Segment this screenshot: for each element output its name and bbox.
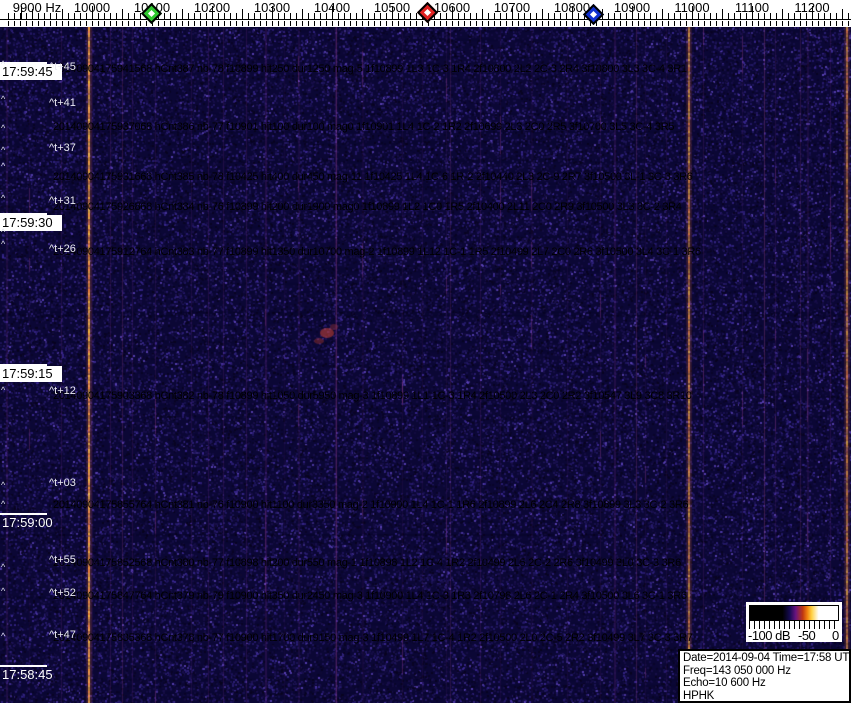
event-caret-icon: ^	[1, 586, 6, 596]
spectrogram-canvas	[0, 27, 851, 703]
event-line: 20140904175847764 hCnt379 nb-79 f10900 h…	[53, 590, 687, 602]
event-caret-icon: ^	[1, 161, 6, 171]
event-line: 20140904175855764 hCnt381 nb-76 f10900 h…	[53, 499, 689, 511]
event-line: 20140904175941568 hCnt387 nb-78 f10899 h…	[53, 63, 687, 75]
freq-label: 9900 Hz	[12, 0, 62, 15]
freq-label: 11000	[674, 0, 710, 15]
freq-label: 11100	[734, 0, 770, 15]
time-label: 17:59:15	[0, 366, 62, 382]
event-marker: ^t+26	[49, 243, 76, 255]
db-label-max: 0	[832, 628, 839, 643]
event-line: 20140904175903368 hCnt382 nb-78 f10899 h…	[53, 390, 692, 402]
event-marker: ^t+37	[49, 142, 76, 154]
event-line: 20140904175912764 hCnt383 nb-77 f10899 h…	[53, 246, 701, 258]
freq-label: 10500	[373, 0, 411, 15]
event-line: 20140904175937068 hCnt386 nb-77 f10901 h…	[53, 121, 675, 133]
ruler-lower-ticks	[0, 21, 851, 26]
time-label: 17:59:45	[0, 64, 62, 80]
info-echo: Echo=10 600 Hz	[683, 677, 766, 689]
freq-label: 10600	[433, 0, 471, 15]
db-label-min: -100 dB	[748, 628, 791, 643]
freq-label: 10200	[193, 0, 231, 15]
time-label: 17:58:45	[2, 667, 53, 682]
event-marker: ^t+41	[49, 97, 76, 109]
event-caret-icon: ^	[1, 480, 6, 490]
event-line: 20140904175926868 hCnt384 nb-76 f10899 h…	[53, 201, 682, 213]
freq-label: 10300	[253, 0, 291, 15]
event-marker: ^t+12	[49, 385, 76, 397]
time-tick	[0, 665, 47, 667]
info-date-time: Date=2014-09-04 Time=17:58 UTC	[683, 652, 851, 664]
event-marker: ^t+52	[49, 587, 76, 599]
time-tick	[0, 513, 47, 515]
time-tick	[0, 364, 47, 366]
event-caret-icon: ^	[1, 227, 6, 237]
freq-label: 10800	[553, 0, 591, 15]
event-caret-icon: ^	[1, 631, 6, 641]
db-scale-ticks	[749, 621, 839, 629]
time-label: 17:59:30	[0, 215, 62, 231]
db-gradient-bar	[749, 605, 839, 621]
event-marker: ^t+45	[49, 61, 76, 73]
event-marker: ^t+47	[49, 629, 76, 641]
time-tick	[0, 213, 47, 215]
event-caret-icon: ^	[1, 94, 6, 104]
event-caret-icon: ^	[1, 123, 6, 133]
db-colorbar: -100 dB -50 0	[746, 602, 842, 643]
freq-label: 11200	[794, 0, 830, 15]
event-marker: ^t+03	[49, 477, 76, 489]
event-line: 20140904175852568 hCnt380 nb-77 f10898 h…	[53, 557, 681, 569]
event-caret-icon: ^	[1, 562, 6, 572]
info-station: HPHK	[683, 689, 715, 702]
event-caret-icon: ^	[1, 239, 6, 249]
event-marker: ^t+31	[49, 195, 76, 207]
time-label: 17:59:00	[2, 515, 53, 530]
info-frequency: Freq=143 050 000 Hz	[683, 664, 791, 677]
db-label-mid: -50	[798, 628, 816, 643]
event-caret-icon: ^	[1, 499, 6, 509]
event-caret-icon: ^	[1, 385, 6, 395]
event-caret-icon: ^	[1, 193, 6, 203]
freq-label: 10900	[613, 0, 651, 15]
event-caret-icon: ^	[1, 145, 6, 155]
freq-label: 10400	[313, 0, 351, 15]
time-tick	[0, 62, 47, 64]
event-line: 20140904175931668 hCnt385 nb-78 f10425 h…	[53, 171, 693, 183]
event-line: 20140904175835368 hCnt378 nb-77 f10900 h…	[53, 632, 693, 644]
frequency-ruler: 9900 Hz 10000 10100 10200 10300 10400 10…	[0, 0, 851, 27]
freq-label: 10000	[73, 0, 111, 15]
event-marker: ^t+55	[49, 554, 76, 566]
event-caret-icon: ^	[1, 59, 6, 69]
station-info-box: Date=2014-09-04 Time=17:58 UTC Freq=143 …	[678, 649, 851, 703]
freq-label: 10700	[493, 0, 531, 15]
